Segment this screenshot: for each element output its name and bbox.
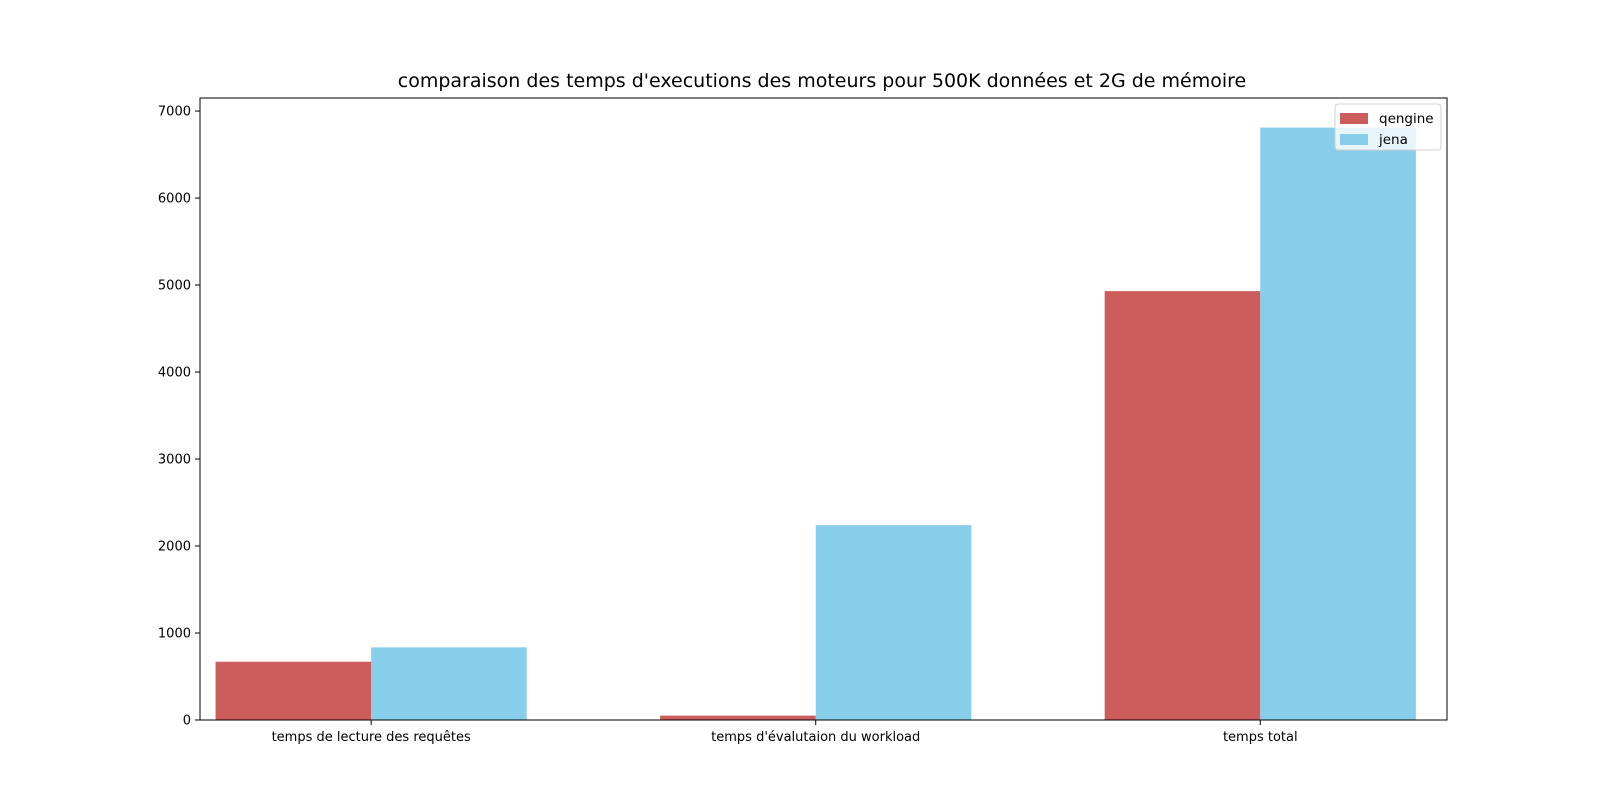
legend-label-jena: jena [1378, 132, 1408, 148]
y-tick-label: 1000 [158, 627, 191, 642]
bar-jena-2 [1260, 127, 1416, 720]
x-tick-label: temps de lecture des requêtes [272, 730, 471, 745]
bar-jena-1 [815, 525, 972, 720]
y-axis: 0 1000 2000 3000 4000 5000 6000 7000 [158, 105, 200, 729]
plot-frame [199, 97, 1448, 721]
legend: qengine jena [1334, 103, 1442, 151]
y-tick-label: 0 [183, 714, 191, 729]
legend-swatch-jena [1340, 134, 1368, 145]
chart-title: comparaison des temps d'executions des m… [398, 70, 1246, 92]
y-tick-label: 5000 [158, 279, 191, 294]
y-tick-label: 7000 [158, 105, 191, 120]
bar-qengine-1 [660, 715, 816, 720]
bar-jena-0 [371, 647, 527, 720]
legend-label-qengine: qengine [1379, 111, 1434, 127]
x-axis: temps de lecture des requêtes temps d'éva… [272, 720, 1298, 745]
bar-qengine-2 [1104, 291, 1261, 720]
y-tick-label: 3000 [158, 453, 191, 468]
legend-swatch-qengine [1340, 113, 1368, 124]
bar-qengine-0 [215, 661, 372, 720]
x-tick-label: temps total [1223, 730, 1298, 745]
bars-group [215, 127, 1416, 720]
y-tick-label: 2000 [158, 540, 191, 555]
y-tick-label: 6000 [158, 192, 191, 207]
y-tick-label: 4000 [158, 366, 191, 381]
x-tick-label: temps d'évalutaion du workload [711, 730, 920, 745]
